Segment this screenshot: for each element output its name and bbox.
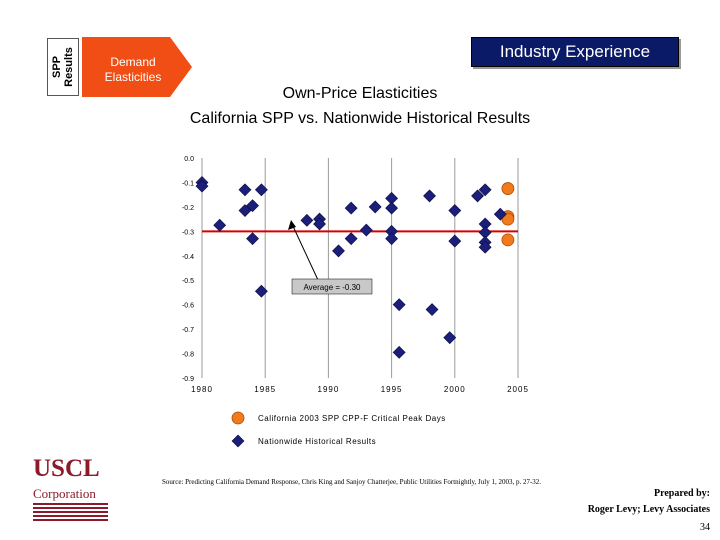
x-tick-label: 2005 [507,385,529,394]
average-layer: Average = -0.30 [202,220,518,295]
source-note: Source: Predicting California Demand Res… [162,478,542,486]
section-arrow-shape [82,37,192,97]
chart-subtitle: California SPP vs. Nationwide Historical… [189,110,531,127]
data-point-diamond [313,217,326,231]
data-point-diamond [300,213,314,227]
data-point-diamond [425,303,439,316]
data-point-diamond [478,240,492,254]
legend-marker-circle [231,411,245,425]
data-point-diamond [493,207,507,221]
x-tick-label: 1985 [254,385,276,394]
data-point-diamond [471,189,484,203]
x-tick-label: 1995 [381,385,403,394]
data-point-diamond [443,331,457,345]
data-point-diamond [392,298,406,312]
data-point-diamond [246,232,259,246]
x-tick-label: 2000 [444,385,466,394]
x-tick-label: 1990 [318,385,340,394]
data-point-diamond [368,200,382,214]
data-point-diamond [344,232,358,246]
average-arrow [291,223,319,281]
prepared-by-label: Prepared by: [653,488,710,499]
average-arrowhead [288,220,296,230]
data-point-diamond [254,183,268,197]
data-point-diamond [332,244,345,258]
y-tick-label: -0.6 [182,303,194,310]
y-tick-label: -0.1 [182,180,194,187]
data-point-diamond [213,218,227,232]
prepared-by-name: Roger Levy; Levy Associates [587,504,710,515]
data-point-diamond [195,179,209,193]
data-point-circle [501,212,515,226]
y-tick-label: -0.4 [182,254,194,261]
data-point-diamond [246,199,259,213]
y-tick-label: -0.3 [182,229,194,236]
data-point-diamond [392,345,406,359]
chart-title: Own-Price Elasticities [282,85,438,102]
header-box: Industry Experience [471,37,679,67]
data-point-diamond [254,284,268,298]
uscl-logo-subtext: Corporation [33,486,96,501]
logo-stripe [33,511,108,513]
data-point-diamond [238,204,252,217]
page-number: 34 [700,522,710,533]
average-label: Average = -0.30 [303,283,361,292]
logo-stripe [33,519,108,521]
data-point-diamond [238,183,252,197]
logo-stripe [33,515,108,517]
data-point-diamond [448,204,462,217]
logo-stripe [33,507,108,509]
legend-marker-diamond [231,434,245,448]
scatter-chart: 1980 1985 1990 1995 2000 2005 0.0 -0.1 -0.2 -0.3 -… [182,156,529,448]
data-point-diamond [385,201,399,215]
x-tick-label: 1980 [191,385,213,394]
section-label: Demand Elasticities [104,55,162,84]
average-label-box [291,278,373,295]
y-tick-label: -0.7 [182,327,194,334]
y-tick-label: 0.0 [184,156,194,163]
data-point-diamond [359,223,373,237]
data-point-circle [501,182,515,195]
data-point-diamond [448,234,462,248]
y-tick-label: -0.2 [182,205,194,212]
data-point-diamond [344,201,358,215]
marks-layer [195,176,515,359]
legend-label: Nationwide Historical Results [258,437,376,446]
legend-layer: California 2003 SPP CPP-F Critical Peak … [231,411,446,448]
data-point-circle [501,233,515,247]
uscl-logo-text: USCL [33,455,100,482]
y-tick-label: -0.5 [182,278,194,285]
legend-label: California 2003 SPP CPP-F Critical Peak … [258,414,446,423]
data-point-diamond [478,183,492,197]
data-point-diamond [385,232,399,246]
y-tick-label: -0.9 [182,376,194,383]
y-tick-label: -0.8 [182,352,194,359]
logo-stripe [33,503,108,505]
side-tab-spp-results: SPP Results [47,38,79,96]
data-point-diamond [423,189,436,203]
axis-layer: 1980 1985 1990 1995 2000 2005 0.0 -0.1 -0.2 -0.3 -… [182,156,529,394]
